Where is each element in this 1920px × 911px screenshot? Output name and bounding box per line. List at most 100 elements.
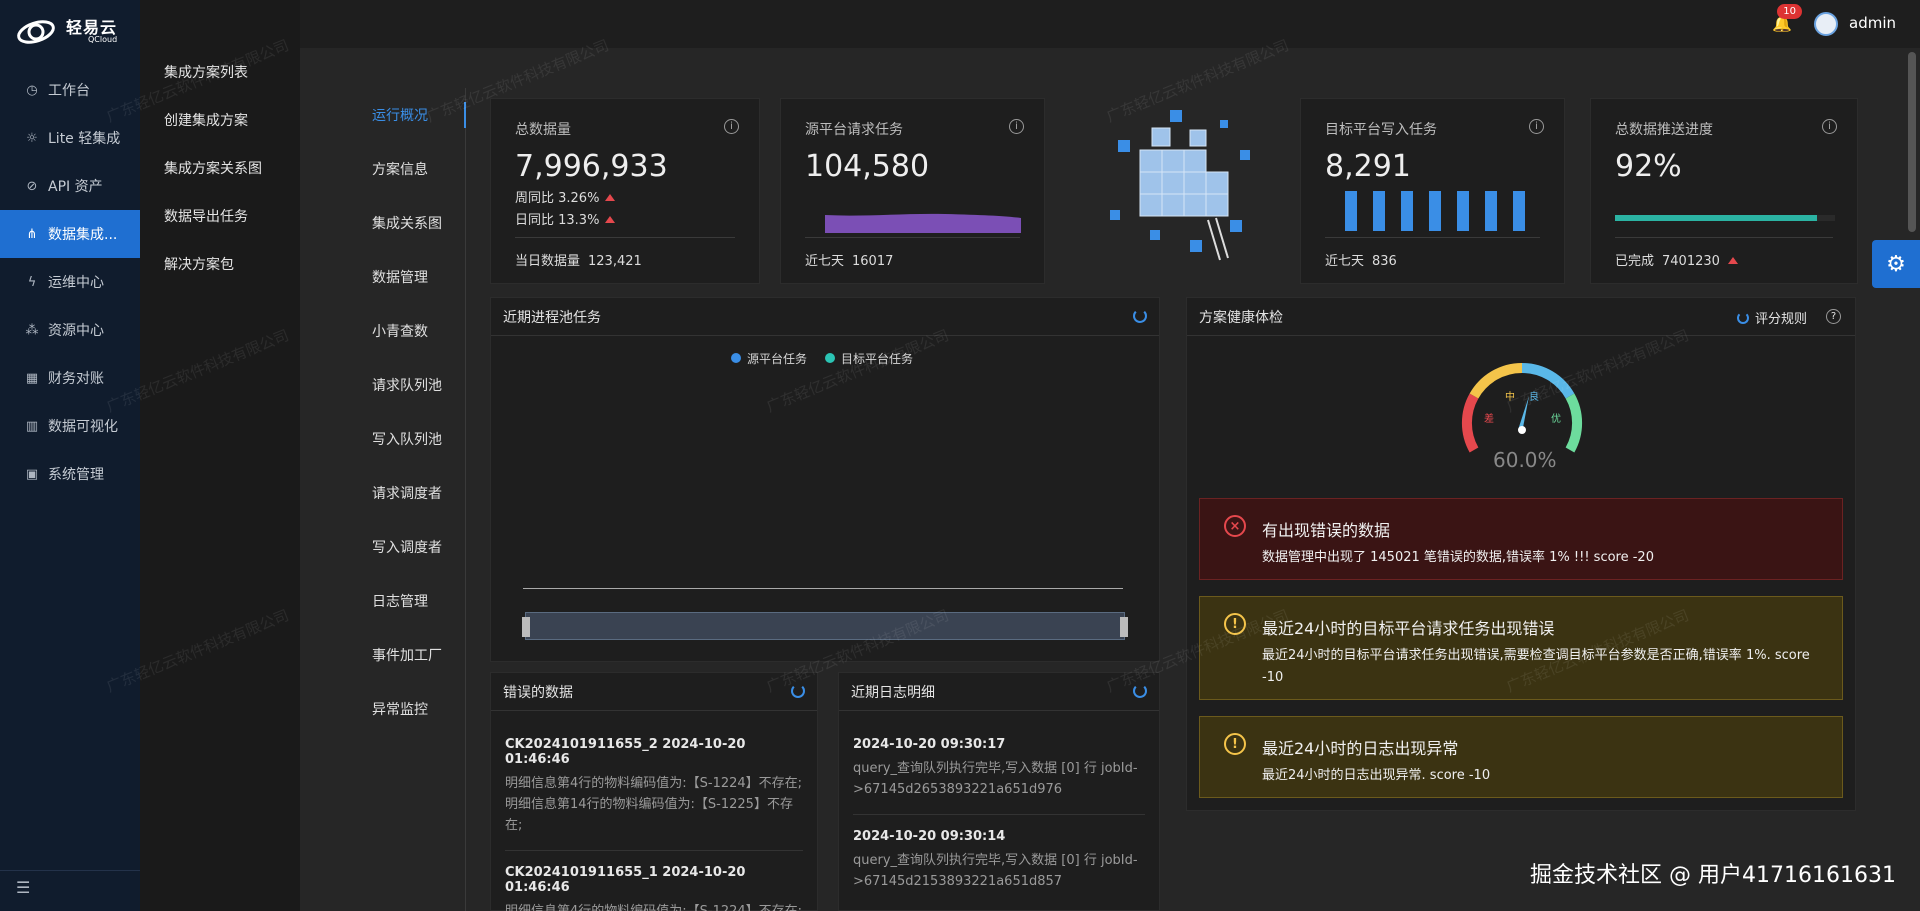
stat-card-source: 源平台请求任务 i 104,580 近七天 16017 <box>780 98 1045 284</box>
data-cube-illustration <box>1110 110 1250 261</box>
nav-label: 运维中心 <box>48 275 104 291</box>
nav-label: 数据集成... <box>48 227 118 243</box>
subnav-item-export[interactable]: 数据导出任务 <box>164 209 248 225</box>
subnav-item-create[interactable]: 创建集成方案 <box>164 113 248 129</box>
data-zoom-slider[interactable] <box>522 612 1128 640</box>
info-icon[interactable]: i <box>1009 119 1024 134</box>
nav-label: Lite 轻集成 <box>48 131 121 147</box>
nav-item-data-integration[interactable]: ⋔ 数据集成... <box>0 210 140 258</box>
stat-card-progress: 总数据推送进度 i 92% 已完成 7401230 <box>1590 98 1858 284</box>
spark-bar <box>1373 191 1385 231</box>
spark-bar <box>1345 191 1357 231</box>
third-nav: 运行概况 方案信息 集成关系图 数据管理 小青查数 请求队列池 写入队列池 请求… <box>358 88 466 911</box>
info-icon[interactable]: i <box>1822 119 1837 134</box>
bulb-icon: ☼ <box>26 130 38 146</box>
subnav-item-list[interactable]: 集成方案列表 <box>164 65 248 81</box>
alert-title: 最近24小时的日志出现异常 <box>1262 739 1459 758</box>
share-icon: ⋔ <box>26 226 38 242</box>
nav-item-lite[interactable]: ☼ Lite 轻集成 <box>0 114 140 162</box>
refresh-icon[interactable] <box>791 684 805 698</box>
tab-plan-info[interactable]: 方案信息 <box>372 162 428 178</box>
stat-title: 源平台请求任务 <box>805 122 903 138</box>
tab-logs[interactable]: 日志管理 <box>372 594 428 610</box>
help-icon[interactable]: ? <box>1826 309 1841 324</box>
error-data-panel: 错误的数据 CK2024101911655_2 2024-10-20 01:46… <box>490 672 818 911</box>
tab-exception[interactable]: 异常监控 <box>372 702 428 718</box>
panel-title: 错误的数据 <box>503 684 573 701</box>
left-nav: 轻易云 QCloud ◷ 工作台 ☼ Lite 轻集成 ⊘ API 资产 ⋔ 数据集成.… <box>0 0 140 911</box>
nav-item-api[interactable]: ⊘ API 资产 <box>0 162 140 210</box>
gear-icon[interactable]: ⚙ <box>1872 240 1920 288</box>
progress-fill <box>1615 215 1818 221</box>
subnav-item-relation[interactable]: 集成方案关系图 <box>164 161 262 177</box>
grid-icon: ▣ <box>25 466 39 482</box>
stat-value: 8,291 <box>1325 149 1411 184</box>
target-bar-sparkline <box>1345 191 1535 231</box>
tab-request-queue[interactable]: 请求队列池 <box>372 378 442 394</box>
stat-value: 7,996,933 <box>515 149 668 184</box>
tab-relation[interactable]: 集成关系图 <box>372 216 442 232</box>
zoom-handle-left[interactable] <box>522 617 530 637</box>
tab-write-scheduler[interactable]: 写入调度者 <box>372 540 442 556</box>
alert-target-request: ! 最近24小时的目标平台请求任务出现错误 最近24小时的目标平台请求任务出现错… <box>1199 596 1843 700</box>
panel-title: 方案健康体检 <box>1199 309 1283 326</box>
legend-item-source[interactable]: 源平台任务 <box>731 350 807 367</box>
nav-item-finance[interactable]: ▦ 财务对账 <box>0 354 140 402</box>
nav-item-workbench[interactable]: ◷ 工作台 <box>0 66 140 114</box>
logo[interactable]: 轻易云 QCloud <box>14 12 117 52</box>
brand-sub: QCloud <box>88 35 118 44</box>
stat-title: 总数据量 <box>515 122 571 138</box>
stat-title: 总数据推送进度 <box>1615 122 1713 138</box>
nav-item-resources[interactable]: ⁂ 资源中心 <box>0 306 140 354</box>
stat-footer: 当日数据量 123,421 <box>515 237 735 269</box>
tab-event-factory[interactable]: 事件加工厂 <box>372 648 442 664</box>
alert-title: 最近24小时的目标平台请求任务出现错误 <box>1262 619 1555 638</box>
panel-title: 近期进程池任务 <box>503 309 601 326</box>
alert-body: 数据管理中出现了 145021 笔错误的数据,错误率 1% !!! score … <box>1262 550 1654 565</box>
tab-overview[interactable]: 运行概况 <box>358 88 466 142</box>
nav-divider <box>0 870 140 871</box>
subnav-item-package[interactable]: 解决方案包 <box>164 257 234 273</box>
warning-icon: ! <box>1224 613 1246 635</box>
tab-query[interactable]: 小青查数 <box>372 324 428 340</box>
list-item[interactable]: CK2024101911655_1 2024-10-20 01:46:46 明细… <box>505 851 803 911</box>
day-trend: 日同比 13.3% <box>515 209 616 228</box>
tab-write-queue[interactable]: 写入队列池 <box>372 432 442 448</box>
chart-baseline <box>523 588 1123 589</box>
cluster-icon: ⁂ <box>25 322 39 338</box>
gauge-label-good: 良 <box>1529 392 1539 403</box>
list-item[interactable]: 2024-10-20 09:30:14 query_查询队列执行完毕,写入数据 … <box>853 815 1145 892</box>
refresh-icon[interactable] <box>1133 684 1147 698</box>
nav-item-ops[interactable]: ϟ 运维中心 <box>0 258 140 306</box>
alert-error-data: × 有出现错误的数据 数据管理中出现了 145021 笔错误的数据,错误率 1%… <box>1199 498 1843 580</box>
avatar[interactable] <box>1814 12 1838 36</box>
scrollbar[interactable] <box>1908 52 1916 232</box>
alert-body: 最近24小时的日志出现异常. score -10 <box>1262 768 1491 783</box>
bolt-icon: ϟ <box>27 274 37 290</box>
stat-card-target: 目标平台写入任务 i 8,291 近七天 836 <box>1300 98 1565 284</box>
zoom-handle-right[interactable] <box>1120 617 1128 637</box>
warning-icon: ! <box>1224 733 1246 755</box>
entry-title: 2024-10-20 09:30:17 <box>853 737 1006 752</box>
info-icon[interactable]: i <box>724 119 739 134</box>
panel-title: 近期日志明细 <box>851 684 935 701</box>
collapse-menu-icon[interactable]: ☰ <box>16 878 31 897</box>
nav-item-visualization[interactable]: ▥ 数据可视化 <box>0 402 140 450</box>
entry-title: 2024-10-20 09:30:14 <box>853 829 1006 844</box>
gauge-label-excellent: 优 <box>1551 414 1561 425</box>
refresh-icon[interactable] <box>1133 309 1147 323</box>
refresh-icon <box>1736 312 1749 324</box>
calculator-icon: ▦ <box>25 370 39 386</box>
list-item[interactable]: 2024-10-20 09:30:17 query_查询队列执行完毕,写入数据 … <box>853 737 1145 815</box>
list-item[interactable]: CK2024101911655_2 2024-10-20 01:46:46 明细… <box>505 737 803 851</box>
stat-value: 104,580 <box>805 149 930 184</box>
username[interactable]: admin <box>1849 14 1896 32</box>
tab-data-manage[interactable]: 数据管理 <box>372 270 428 286</box>
entry-text: 明细信息第4行的物料编码值为:【S-1224】不存在; 明细信息第14行的物料编… <box>505 776 803 833</box>
score-rule[interactable]: 评分规则 <box>1736 308 1807 327</box>
nav-item-system[interactable]: ▣ 系统管理 <box>0 450 140 498</box>
tab-request-scheduler[interactable]: 请求调度者 <box>372 486 442 502</box>
compass-icon: ⊘ <box>26 178 38 194</box>
info-icon[interactable]: i <box>1529 119 1544 134</box>
legend-item-target[interactable]: 目标平台任务 <box>825 350 913 367</box>
